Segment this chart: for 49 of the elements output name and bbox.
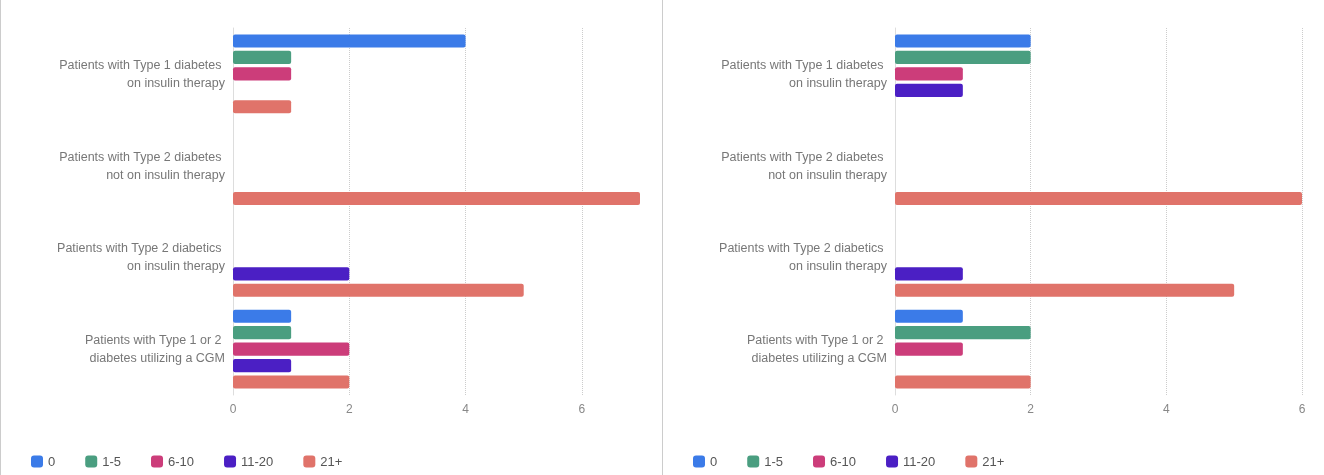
bar [233,267,350,281]
bar [895,83,963,97]
bar [895,309,963,323]
bar [895,50,1031,65]
bar [895,191,1302,206]
legend-label: 11-20 [903,454,936,469]
y-tick-label: Patients with Type 2 diabetes not on insulin therapy [721,149,888,182]
legend-label: 0 [48,454,56,469]
x-tick-label: 6 [578,402,586,416]
y-tick-label: Patients with Type 1 diabetes on insulin therapy [721,57,888,90]
bar [233,100,292,114]
bar [895,375,1031,389]
bar [233,342,350,356]
legend-label: 6-10 [830,454,857,469]
x-tick-label: 4 [1162,402,1170,416]
bar [233,67,292,81]
bar [233,326,292,340]
legend-label: 1-5 [764,454,784,469]
bar [233,283,524,297]
bar [233,309,292,323]
x-tick-label: 4 [462,402,470,416]
bar [895,326,1031,340]
bar [233,34,466,48]
bar [233,358,292,373]
y-tick-label: Patients with Type 1 diabetes on insulin therapy [59,57,226,90]
legend-label: 6-10 [168,454,195,469]
y-tick-label: Patients with Type 2 diabetics on insulin therapy [57,241,226,274]
legend-label: 21+ [982,454,1005,469]
x-tick-label: 6 [1298,402,1306,416]
bar [233,191,640,206]
x-tick-label: 2 [1027,402,1035,416]
y-tick-label: Patients with Type 2 diabetes not on insulin therapy [59,149,226,182]
bar [895,34,1031,48]
x-tick-label: 0 [229,402,237,416]
legend-label: 1-5 [102,454,122,469]
bar [895,283,1235,297]
x-tick-label: 0 [891,402,899,416]
bar [895,67,963,81]
x-tick-label: 2 [345,402,353,416]
bar [233,375,350,389]
bar [233,50,292,65]
y-tick-label: Patients with Type 1 or 2 diabetes utilizing a CGM [84,333,225,366]
legend-label: 11-20 [241,454,274,469]
y-tick-label: Patients with Type 1 or 2 diabetes utilizing a CGM [746,333,887,366]
legend-label: 0 [710,454,718,469]
bar [895,267,963,281]
bar [895,342,963,356]
legend-label: 21+ [320,454,343,469]
y-tick-label: Patients with Type 2 diabetics on insulin therapy [719,241,888,274]
